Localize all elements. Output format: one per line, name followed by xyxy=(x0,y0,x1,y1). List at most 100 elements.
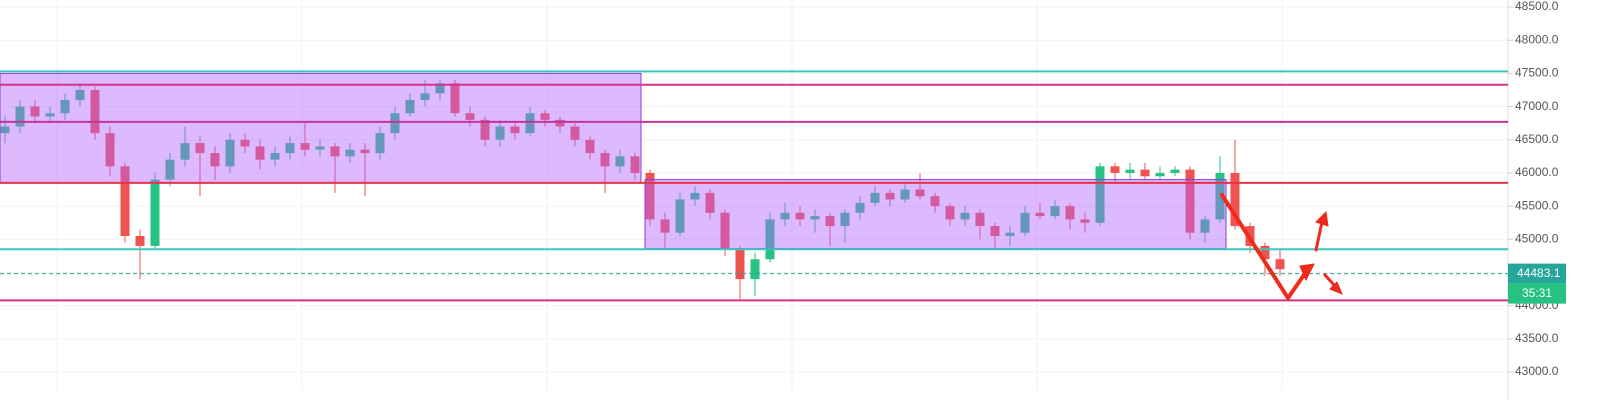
candle-body xyxy=(1080,219,1090,223)
candle-body xyxy=(1065,206,1075,220)
candle-body xyxy=(15,106,25,127)
candle-body xyxy=(450,83,460,114)
candle-body xyxy=(300,143,310,150)
candle-body xyxy=(1155,172,1165,177)
candle-body xyxy=(750,259,760,280)
y-tick-label: 45000.0 xyxy=(1515,231,1559,245)
y-tick-label: 48000.0 xyxy=(1515,32,1559,46)
candle-body xyxy=(285,143,295,154)
candle-body xyxy=(180,143,190,160)
candle-body xyxy=(675,199,685,233)
candle-body xyxy=(825,216,835,227)
candle-body xyxy=(1185,169,1195,233)
candle-body xyxy=(690,192,700,200)
candle-body xyxy=(1215,172,1225,220)
candle-body xyxy=(360,149,370,154)
candle-body xyxy=(930,196,940,207)
candle-body xyxy=(870,192,880,203)
candle-body xyxy=(105,133,115,167)
candle-body xyxy=(735,249,745,280)
candle-body xyxy=(420,93,430,100)
candle-body xyxy=(255,146,265,160)
candle-body xyxy=(1035,212,1045,217)
arrow-head xyxy=(1329,281,1343,295)
candle-body xyxy=(90,90,100,134)
candle-body xyxy=(1125,169,1135,173)
y-tick-label: 45500.0 xyxy=(1515,198,1559,212)
candle-body xyxy=(30,106,40,117)
candle-body xyxy=(375,133,385,154)
y-tick-label: 46000.0 xyxy=(1515,165,1559,179)
arrow-down xyxy=(1323,273,1336,287)
candle-body xyxy=(840,212,850,227)
candle-body xyxy=(945,206,955,220)
candle-body xyxy=(150,179,160,246)
candle-body xyxy=(780,212,790,220)
range-box xyxy=(644,179,1227,250)
candle-body xyxy=(630,156,640,173)
candle-body xyxy=(270,153,280,160)
arrow-path xyxy=(1220,193,1308,302)
plot xyxy=(0,6,1508,373)
candle-body xyxy=(1050,206,1060,217)
candle-body xyxy=(315,146,325,150)
y-tick-label: 43000.0 xyxy=(1515,364,1559,378)
y-tick-label: 48500.0 xyxy=(1515,0,1559,13)
candle-body xyxy=(435,83,445,94)
candle-body xyxy=(1020,212,1030,233)
candle-body xyxy=(1275,259,1285,270)
candle-body xyxy=(555,119,565,127)
candle-body xyxy=(795,212,805,220)
candle-body xyxy=(1140,169,1150,177)
candle-body xyxy=(75,90,85,100)
candle-body xyxy=(885,192,895,200)
candle-body xyxy=(960,212,970,220)
candle-body xyxy=(135,236,145,246)
candle-body xyxy=(225,139,235,167)
last-price-box xyxy=(1508,263,1566,284)
candle-body xyxy=(810,216,820,220)
arrow-up xyxy=(1314,220,1324,252)
candle-body xyxy=(990,226,1000,236)
candle-body xyxy=(900,189,910,200)
candle-body xyxy=(540,113,550,120)
candle-body xyxy=(195,143,205,154)
arrow-head xyxy=(1299,263,1315,282)
candle-body xyxy=(1005,232,1015,236)
vertical-grid xyxy=(56,0,1283,390)
candle-body xyxy=(1200,219,1210,233)
range-box xyxy=(0,72,642,184)
candle-body xyxy=(1260,245,1270,260)
candle-body xyxy=(510,126,520,134)
candle-body xyxy=(585,139,595,154)
candle-body xyxy=(390,113,400,134)
candle-body xyxy=(330,146,340,157)
arrow-head xyxy=(1315,210,1329,227)
candle-body xyxy=(1110,166,1120,173)
candle-body xyxy=(165,159,175,180)
candle-body xyxy=(705,192,715,213)
candle-body xyxy=(855,202,865,213)
arrows xyxy=(1220,193,1343,302)
candle-body xyxy=(600,153,610,167)
y-tick-label: 46500.0 xyxy=(1515,132,1559,146)
candle-body xyxy=(915,189,925,197)
candle-body xyxy=(615,156,625,167)
candle-body xyxy=(480,119,490,140)
candle-body xyxy=(0,126,10,134)
y-tick-label: 43500.0 xyxy=(1515,331,1559,345)
candle-body xyxy=(1230,172,1240,227)
candle-body xyxy=(765,219,775,260)
y-tick-label: 47000.0 xyxy=(1515,99,1559,113)
candle-body xyxy=(465,113,475,120)
candle-body xyxy=(645,172,655,220)
candle-body xyxy=(210,153,220,167)
candle-body xyxy=(1095,166,1105,223)
countdown-box xyxy=(1508,283,1566,304)
candle-body xyxy=(975,212,985,227)
candle-body xyxy=(1170,169,1180,173)
candle-body xyxy=(570,126,580,140)
countdown-label: 35:31 xyxy=(1522,286,1552,300)
candle-body xyxy=(45,113,55,117)
